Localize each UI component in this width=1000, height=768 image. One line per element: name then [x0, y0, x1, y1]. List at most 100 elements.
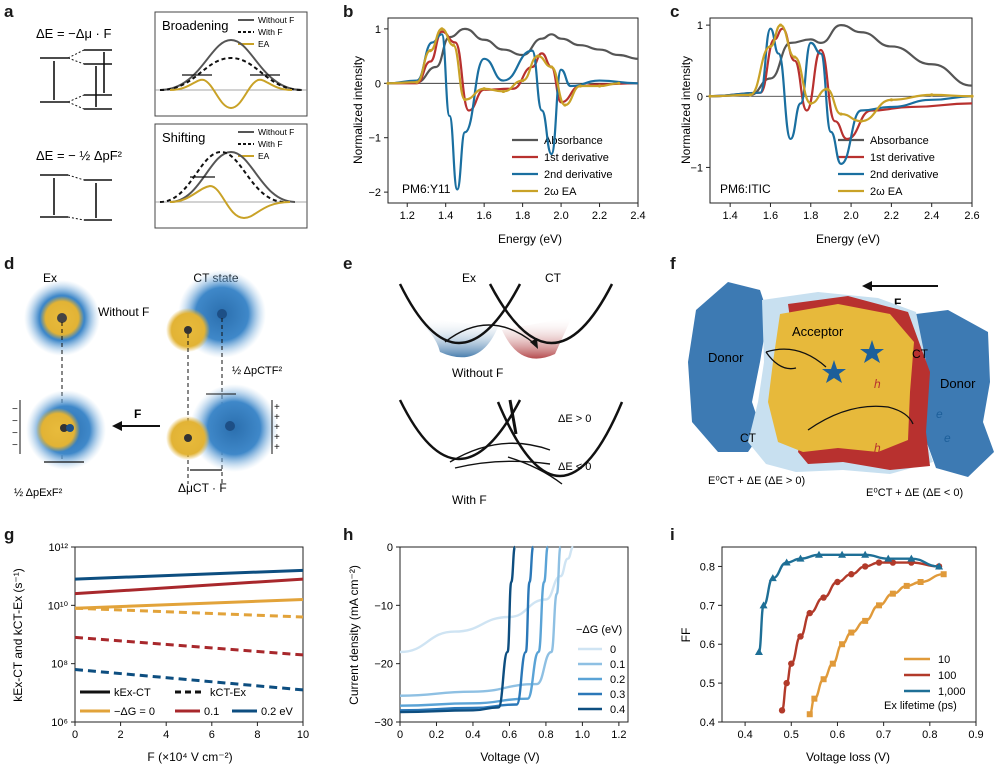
i-point [759, 601, 768, 609]
b-ea-point [482, 87, 486, 91]
i-xlabel: Voltage loss (V) [806, 750, 890, 764]
f-f-label: F [894, 296, 901, 310]
i-point [834, 578, 841, 586]
c-ea-point [859, 119, 863, 123]
x-tick-label: 0.4 [737, 729, 752, 741]
f-ct-right: CT [912, 347, 929, 361]
panel-label-e: e [343, 254, 353, 273]
panel-label-f: f [670, 254, 676, 273]
broadening-ea-curve [169, 78, 293, 110]
i-point [806, 711, 813, 718]
x-tick-label: 0.2 [429, 729, 444, 741]
x-tick-label: 2.6 [964, 210, 979, 222]
i-point [848, 629, 855, 636]
c-material: PM6:ITIC [720, 182, 771, 196]
x-tick-label: 1.8 [515, 210, 530, 222]
panel-b-chart: Normalized intensity Energy (eV) PM6:Y11… [351, 17, 646, 246]
energy-level-diagram-bottom [40, 174, 112, 221]
y-tick-label: 0 [697, 91, 703, 103]
x-tick-label: 10 [297, 729, 309, 741]
i-point [768, 574, 777, 582]
b-ea-point [536, 54, 540, 58]
x-tick-label: 1.6 [477, 210, 492, 222]
panel-label-c: c [670, 2, 680, 21]
b-xlabel: Energy (eV) [498, 232, 562, 246]
panel-a-figure: ΔE = −Δμ · F ΔE = − ½ ΔpF² Broadening Wi… [36, 11, 308, 229]
i-point [903, 582, 910, 589]
d-term-ct: ½ ΔpCTF² [232, 365, 282, 377]
panel-label-i: i [670, 525, 675, 544]
i-point [820, 594, 827, 601]
b-ea-point [463, 98, 467, 102]
d-term-mu: ΔμCT · F [178, 481, 227, 495]
broadening-title: Broadening [162, 18, 229, 33]
y-tick-label: 0.5 [700, 678, 715, 690]
x-tick-label: 1.6 [763, 210, 778, 222]
c-ea-point [748, 93, 752, 97]
c-ea-point [970, 94, 974, 98]
c-series-2 [709, 27, 973, 165]
x-tick-label: 1.2 [400, 210, 415, 222]
svg-text:+: + [274, 442, 280, 453]
legend-with-f: With F [258, 27, 283, 37]
g-kctex-0 [74, 606, 304, 619]
b-ea-point [386, 81, 390, 85]
i-legend-label: 1,000 [938, 686, 966, 698]
eq-dipole: ΔE = −Δμ · F [36, 26, 111, 41]
d-f-label: F [134, 407, 141, 421]
b-ea-point [563, 103, 567, 107]
h-ylabel: Current density (mA cm⁻²) [347, 565, 361, 705]
acceptor-region [768, 304, 914, 452]
i-point [829, 660, 836, 667]
b-series-2 [387, 33, 639, 191]
g-kctex-1 [74, 635, 304, 657]
y-tick-label: −1 [690, 162, 703, 174]
b-ea-point [451, 43, 455, 47]
b-series-3 [387, 27, 619, 107]
y-tick-label: −20 [374, 659, 393, 671]
i-point [811, 695, 818, 702]
f-elec-1: e [936, 407, 943, 421]
i-point [806, 609, 813, 617]
c-ea-point [889, 98, 893, 102]
i-curve-2 [757, 553, 940, 654]
b-material: PM6:Y11 [402, 182, 451, 196]
i-point [778, 707, 786, 714]
f-elec-2: e [944, 431, 951, 445]
x-tick-label: 0 [397, 729, 403, 741]
g-legend-solid: kEx-CT [114, 687, 151, 699]
f-ann-left: E⁰CT + ΔE (ΔE > 0) [708, 475, 805, 487]
h-xlabel: Voltage (V) [480, 750, 539, 764]
g-legend-s1: 0.1 [204, 706, 219, 718]
y-tick-label: 0 [375, 78, 381, 90]
svg-text:−: − [12, 428, 18, 439]
e-ct-well-bottom [496, 401, 624, 478]
g-xlabel: F (×10⁴ V cm⁻²) [147, 750, 232, 764]
e-ct-well-top [488, 283, 614, 344]
y-tick-label: 1 [697, 20, 703, 32]
b-ea-point [617, 81, 621, 85]
i-legend-label: 100 [938, 670, 956, 682]
i-point [876, 602, 883, 609]
i-point [861, 563, 869, 570]
y-tick-label: 10⁸ [51, 659, 68, 671]
b-legend-label: 2nd derivative [544, 169, 613, 181]
i-point [889, 590, 896, 597]
x-tick-label: 0.6 [830, 729, 845, 741]
i-point [754, 648, 763, 655]
x-tick-label: 0.6 [502, 729, 517, 741]
star-icon [822, 360, 846, 383]
svg-text:−: − [12, 404, 18, 415]
g-legend-dashed: kCT-Ex [210, 687, 247, 699]
x-tick-label: 0.8 [538, 729, 553, 741]
x-tick-label: 6 [209, 729, 215, 741]
svg-text:−: − [12, 440, 18, 451]
ex-field-gold [36, 408, 80, 452]
panel-label-b: b [343, 2, 354, 21]
panel-label-h: h [343, 525, 354, 544]
i-ylabel: FF [679, 628, 693, 643]
y-tick-label: 0.7 [700, 600, 715, 612]
i-point [862, 617, 869, 624]
x-tick-label: 2.0 [553, 210, 568, 222]
panel-e-figure: Ex CT Without F ΔE > 0 ΔE < 0 With F [398, 271, 624, 507]
